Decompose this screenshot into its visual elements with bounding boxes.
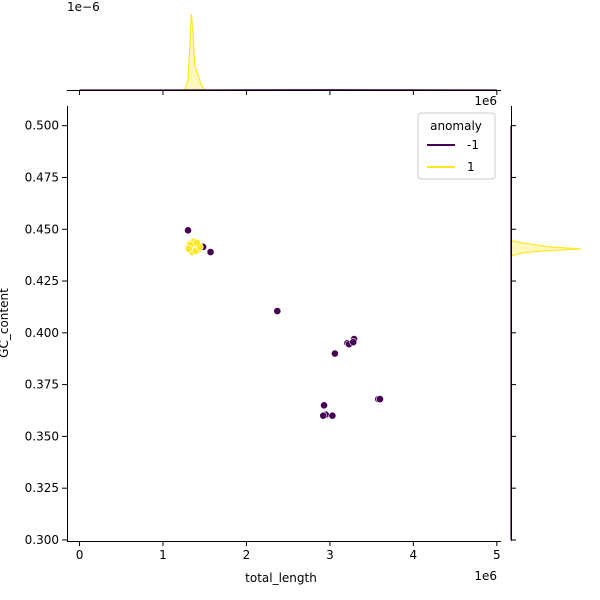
- y-axis-label: GC_content: [0, 288, 11, 358]
- y-tick-label: 0.475: [25, 170, 59, 184]
- legend-title: anomaly: [430, 119, 482, 133]
- scatter-point: [184, 226, 192, 235]
- right-marginal-kde: [510, 239, 582, 257]
- y-tick-label: 0.450: [25, 222, 59, 236]
- right-marginal-panel: [510, 106, 582, 541]
- scatter-point: [206, 248, 215, 256]
- x-tick-label: 3: [326, 548, 334, 562]
- y-tick-label: 0.350: [25, 429, 59, 443]
- scatter-point: [376, 395, 384, 404]
- y-offset-label: 1e6: [474, 94, 497, 108]
- main-plot-panel: 0 1 2 3 4 5 0.300 0.325 0.350 0.375 0.400 0.425 0.4…: [0, 94, 501, 585]
- top-marginal-offset-label: 1e−6: [67, 0, 100, 14]
- legend: anomaly -1 1: [417, 112, 496, 180]
- scatter-point: [319, 411, 328, 420]
- y-tick-label: 0.425: [25, 274, 59, 288]
- y-tick-label: 0.300: [25, 533, 59, 547]
- x-tick-label: 4: [410, 548, 418, 562]
- scatter-point: [192, 238, 201, 247]
- x-offset-label: 1e6: [474, 569, 497, 583]
- y-tick-label: 0.325: [25, 481, 59, 495]
- scatter-point: [184, 245, 193, 253]
- y-tick-label: 0.400: [25, 326, 59, 340]
- scatter-point: [328, 411, 337, 420]
- legend-entry-label: 1: [467, 160, 475, 174]
- scatter-point: [320, 401, 328, 410]
- legend-entry-label: -1: [467, 138, 479, 152]
- y-tick-label: 0.375: [25, 378, 59, 392]
- x-tick-label: 1: [159, 548, 167, 562]
- x-axis-label: total_length: [245, 571, 317, 585]
- scatter-point: [349, 338, 358, 347]
- legend-frame: [417, 112, 496, 180]
- y-tick-label: 0.500: [25, 119, 59, 133]
- top-marginal-panel: 1e−6: [67, 0, 501, 95]
- x-tick-label: 0: [76, 548, 84, 562]
- top-marginal-kde: [183, 13, 206, 91]
- scatter-point: [273, 307, 282, 315]
- x-tick-label: 5: [493, 548, 501, 562]
- x-tick-label: 2: [243, 548, 251, 562]
- scatter-point: [331, 349, 339, 358]
